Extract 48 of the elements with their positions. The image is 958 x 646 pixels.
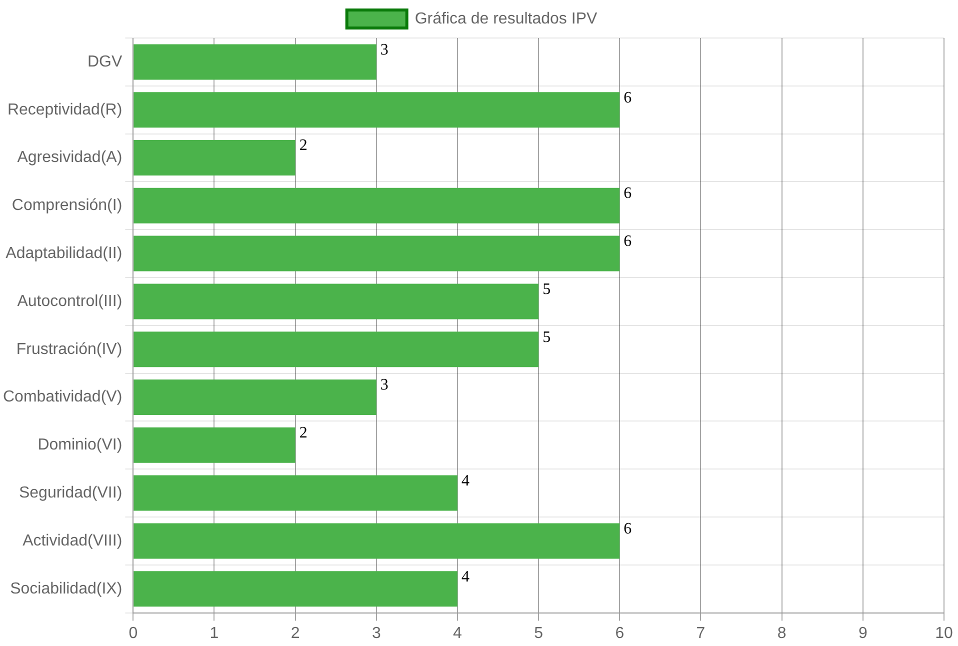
data-label: 5 xyxy=(542,328,551,346)
x-tick-label: 5 xyxy=(534,624,544,642)
y-tick-label: Frustración(IV) xyxy=(16,340,122,358)
x-tick-label: 7 xyxy=(696,624,706,642)
bar xyxy=(134,236,620,272)
x-tick-label: 8 xyxy=(777,624,786,642)
bar xyxy=(134,475,458,511)
y-tick-label: Actividad(VIII) xyxy=(22,532,122,550)
x-tick-label: 9 xyxy=(858,624,868,642)
bar xyxy=(134,284,539,320)
x-tick-label: 6 xyxy=(615,624,624,642)
y-tick-label: Receptividad(R) xyxy=(7,101,122,118)
y-tick-label: Dominio(VI) xyxy=(38,436,122,454)
x-tick-label: 0 xyxy=(128,624,138,642)
data-label: 4 xyxy=(461,472,470,490)
data-label: 3 xyxy=(380,376,388,394)
y-tick-label: Autocontrol(III) xyxy=(17,292,122,310)
x-tick-label: 2 xyxy=(290,624,300,642)
x-tick-label: 3 xyxy=(372,624,381,642)
bar xyxy=(134,523,620,559)
data-label: 2 xyxy=(299,137,308,154)
bar xyxy=(134,380,376,415)
bar xyxy=(134,188,620,224)
bar xyxy=(134,571,458,607)
bar xyxy=(134,44,376,80)
data-label: 6 xyxy=(624,233,632,250)
y-tick-label: Seguridad(VII) xyxy=(18,484,122,502)
bar xyxy=(134,332,539,368)
y-tick-label: Adaptabilidad(II) xyxy=(6,244,122,262)
y-tick-label: Combatividad(V) xyxy=(3,388,122,406)
y-tick-label: Agresividad(A) xyxy=(17,149,122,166)
x-tick-label: 4 xyxy=(453,624,462,642)
data-label: 3 xyxy=(380,41,388,58)
y-tick-label: DGV xyxy=(87,53,122,70)
bar xyxy=(134,140,296,176)
y-tick-label: Sociabilidad(IX) xyxy=(10,580,122,598)
x-tick-label: 10 xyxy=(935,624,953,642)
data-label: 6 xyxy=(624,520,632,538)
x-tick-label: 1 xyxy=(210,624,219,642)
y-tick-label: Comprensión(I) xyxy=(12,197,122,214)
data-label: 5 xyxy=(542,280,551,298)
data-label: 2 xyxy=(299,424,308,442)
legend-label: Gráfica de resultados IPV xyxy=(414,10,598,28)
data-label: 6 xyxy=(624,89,632,106)
data-label: 6 xyxy=(624,185,632,202)
bar xyxy=(134,92,620,128)
data-label: 4 xyxy=(461,568,470,586)
bar xyxy=(134,427,296,463)
